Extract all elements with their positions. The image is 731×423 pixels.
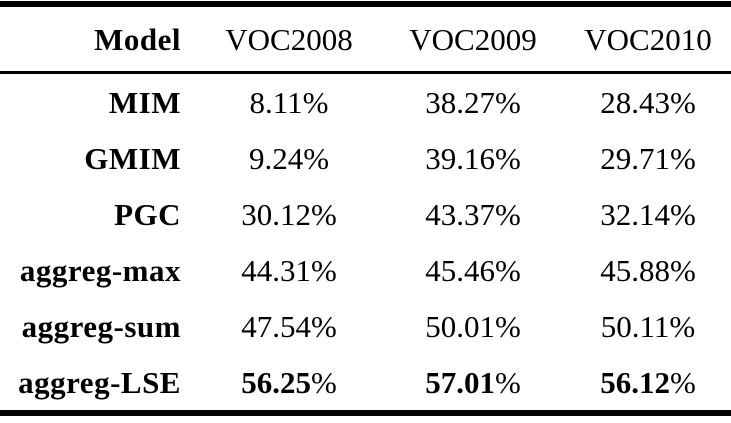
- table-row-aggreg-sum: aggreg-sum 47.54% 50.01% 50.11%: [0, 298, 731, 354]
- value-cell: 30.12%: [241, 196, 337, 232]
- table-row-mim: MIM 8.11% 38.27% 28.43%: [0, 74, 731, 130]
- model-name-cell: aggreg-sum: [21, 308, 181, 344]
- column-header-voc2009: VOC2009: [409, 21, 537, 57]
- value-cell: 56.25%: [241, 364, 337, 400]
- column-header-model: Model: [94, 21, 181, 57]
- value-cell: 39.16%: [425, 140, 521, 176]
- column-header-voc2010: VOC2010: [584, 21, 712, 57]
- table-row-pgc: PGC 30.12% 43.37% 32.14%: [0, 186, 731, 242]
- value-cell: 8.11%: [249, 84, 329, 120]
- header-rule: [0, 71, 731, 74]
- model-name-cell: aggreg-LSE: [18, 364, 181, 400]
- value-cell: 56.12%: [600, 364, 696, 400]
- value-cell: 50.11%: [600, 308, 696, 344]
- value-cell: 45.88%: [600, 252, 696, 288]
- value-cell: 9.24%: [248, 140, 330, 176]
- value-cell: 57.01%: [425, 364, 521, 400]
- bottom-rule: [0, 410, 731, 416]
- value-cell: 47.54%: [241, 308, 337, 344]
- table-body: MIM 8.11% 38.27% 28.43% GMIM 9.24% 39.16…: [0, 74, 731, 410]
- table-header-row: Model VOC2008 VOC2009 VOC2010: [0, 7, 731, 71]
- value-cell: 44.31%: [241, 252, 337, 288]
- value-cell: 29.71%: [600, 140, 696, 176]
- value-cell: 43.37%: [425, 196, 521, 232]
- table-row-aggreg-max: aggreg-max 44.31% 45.46% 45.88%: [0, 242, 731, 298]
- column-header-voc2008: VOC2008: [225, 21, 353, 57]
- top-rule: [0, 1, 731, 7]
- model-name-cell: GMIM: [84, 140, 181, 176]
- value-cell: 28.43%: [600, 84, 696, 120]
- table-row-aggreg-lse: aggreg-LSE 56.25% 57.01% 56.12%: [0, 354, 731, 410]
- value-cell: 38.27%: [425, 84, 521, 120]
- value-cell: 50.01%: [425, 308, 521, 344]
- model-name-cell: PGC: [114, 196, 181, 232]
- model-name-cell: aggreg-max: [19, 252, 181, 288]
- table-row-gmim: GMIM 9.24% 39.16% 29.71%: [0, 130, 731, 186]
- value-cell: 32.14%: [600, 196, 696, 232]
- value-cell: 45.46%: [425, 252, 521, 288]
- model-name-cell: MIM: [108, 84, 181, 120]
